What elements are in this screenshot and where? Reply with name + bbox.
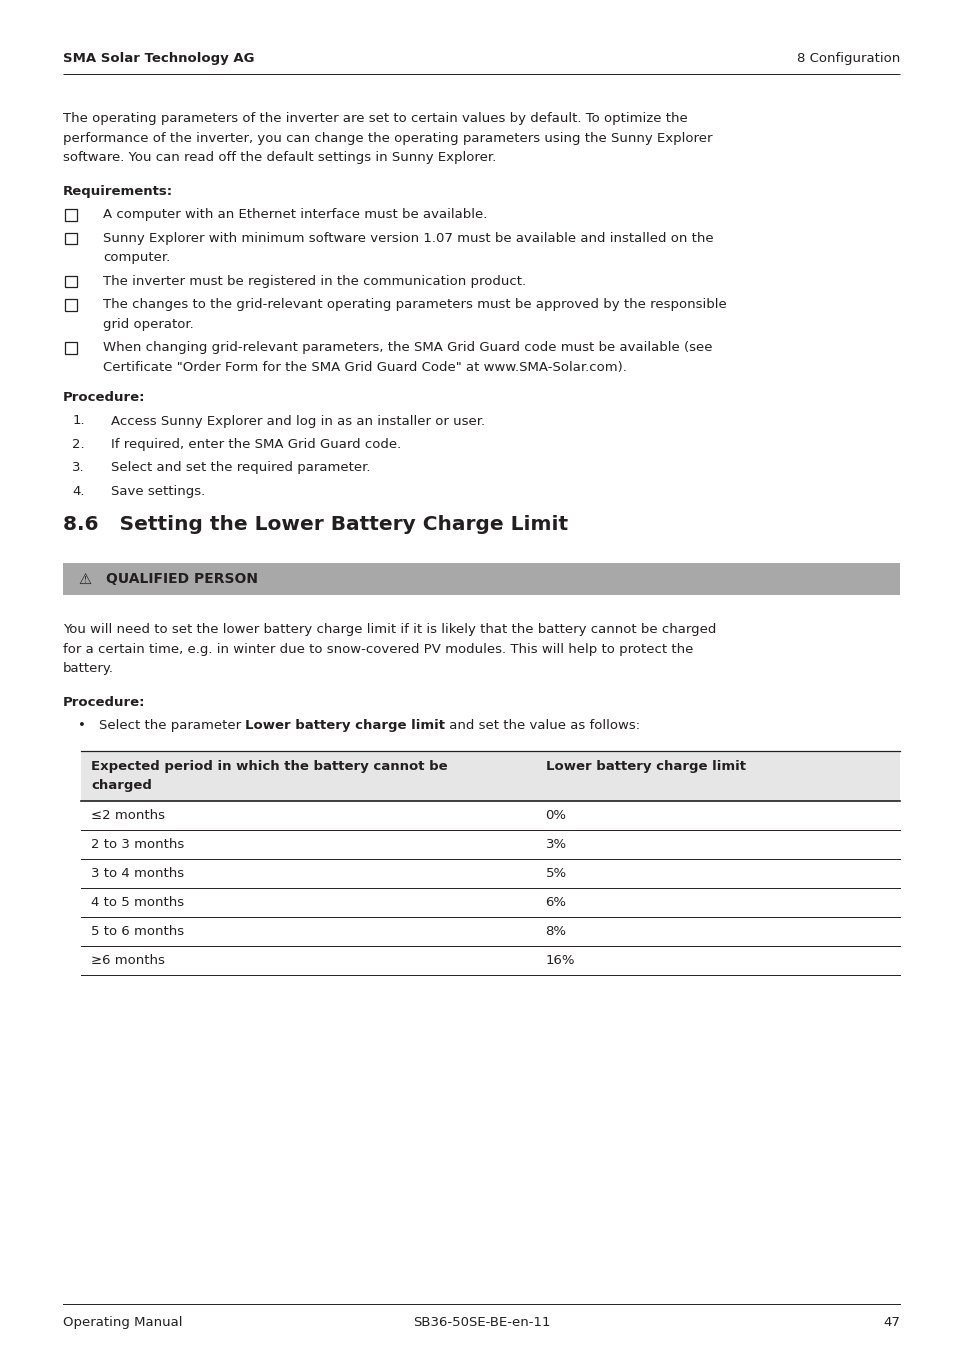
Text: ≤2 months: ≤2 months: [91, 808, 165, 822]
Text: ≥6 months: ≥6 months: [91, 955, 165, 967]
Text: The operating parameters of the inverter are set to certain values by default. T: The operating parameters of the inverter…: [63, 112, 687, 125]
Text: and set the value as follows:: and set the value as follows:: [445, 719, 639, 733]
Text: Lower battery charge limit: Lower battery charge limit: [545, 760, 744, 773]
Text: Requirements:: Requirements:: [63, 184, 172, 198]
Text: 5%: 5%: [545, 867, 566, 880]
Text: 6%: 6%: [545, 896, 566, 909]
Text: charged: charged: [91, 780, 152, 792]
Text: Operating Manual: Operating Manual: [63, 1316, 182, 1330]
Text: A computer with an Ethernet interface must be available.: A computer with an Ethernet interface mu…: [103, 209, 487, 221]
Text: The inverter must be registered in the communication product.: The inverter must be registered in the c…: [103, 275, 525, 287]
Text: 3.: 3.: [72, 462, 85, 474]
Text: computer.: computer.: [103, 250, 170, 264]
Text: SB36-50SE-BE-en-11: SB36-50SE-BE-en-11: [413, 1316, 550, 1330]
Text: 47: 47: [882, 1316, 899, 1330]
Text: 2.: 2.: [72, 437, 85, 451]
Text: 2 to 3 months: 2 to 3 months: [91, 838, 184, 852]
Bar: [65, 209, 76, 221]
Text: •: •: [78, 719, 86, 733]
Bar: [65, 299, 76, 310]
Bar: [63, 563, 899, 596]
Bar: [65, 276, 76, 287]
Text: 16%: 16%: [545, 955, 575, 967]
Text: Select the parameter: Select the parameter: [99, 719, 245, 733]
Text: Lower battery charge limit: Lower battery charge limit: [245, 719, 445, 733]
Text: 1.: 1.: [72, 414, 85, 428]
Text: QUALIFIED PERSON: QUALIFIED PERSON: [106, 573, 257, 586]
Text: battery.: battery.: [63, 662, 113, 676]
Text: You will need to set the lower battery charge limit if it is likely that the bat: You will need to set the lower battery c…: [63, 623, 716, 636]
Text: Procedure:: Procedure:: [63, 391, 146, 403]
Text: 8.6   Setting the Lower Battery Charge Limit: 8.6 Setting the Lower Battery Charge Lim…: [63, 516, 568, 535]
Text: Expected period in which the battery cannot be: Expected period in which the battery can…: [91, 760, 447, 773]
Text: ⚠: ⚠: [78, 571, 91, 588]
Text: for a certain time, e.g. in winter due to snow-covered PV modules. This will hel: for a certain time, e.g. in winter due t…: [63, 643, 693, 655]
Text: performance of the inverter, you can change the operating parameters using the S: performance of the inverter, you can cha…: [63, 131, 712, 145]
Bar: [65, 233, 76, 244]
Text: Procedure:: Procedure:: [63, 696, 146, 709]
Text: SMA Solar Technology AG: SMA Solar Technology AG: [63, 51, 254, 65]
Text: grid operator.: grid operator.: [103, 317, 193, 330]
Text: Certificate "Order Form for the SMA Grid Guard Code" at www.SMA-Solar.com).: Certificate "Order Form for the SMA Grid…: [103, 360, 626, 374]
Text: Select and set the required parameter.: Select and set the required parameter.: [111, 462, 370, 474]
Text: If required, enter the SMA Grid Guard code.: If required, enter the SMA Grid Guard co…: [111, 437, 401, 451]
Text: 8 Configuration: 8 Configuration: [796, 51, 899, 65]
Text: Access Sunny Explorer and log in as an installer or user.: Access Sunny Explorer and log in as an i…: [111, 414, 485, 428]
Text: Sunny Explorer with minimum software version 1.07 must be available and installe: Sunny Explorer with minimum software ver…: [103, 232, 713, 245]
Text: The changes to the grid-relevant operating parameters must be approved by the re: The changes to the grid-relevant operati…: [103, 298, 726, 311]
Bar: [81, 751, 899, 802]
Text: software. You can read off the default settings in Sunny Explorer.: software. You can read off the default s…: [63, 152, 496, 164]
Text: 0%: 0%: [545, 808, 566, 822]
Text: 4 to 5 months: 4 to 5 months: [91, 896, 184, 909]
Text: 5 to 6 months: 5 to 6 months: [91, 925, 184, 938]
Text: Save settings.: Save settings.: [111, 485, 205, 498]
Text: 3 to 4 months: 3 to 4 months: [91, 867, 184, 880]
Text: When changing grid-relevant parameters, the SMA Grid Guard code must be availabl: When changing grid-relevant parameters, …: [103, 341, 712, 353]
Text: 8%: 8%: [545, 925, 566, 938]
Text: 3%: 3%: [545, 838, 566, 852]
Bar: [65, 343, 76, 353]
Text: 4.: 4.: [72, 485, 85, 498]
